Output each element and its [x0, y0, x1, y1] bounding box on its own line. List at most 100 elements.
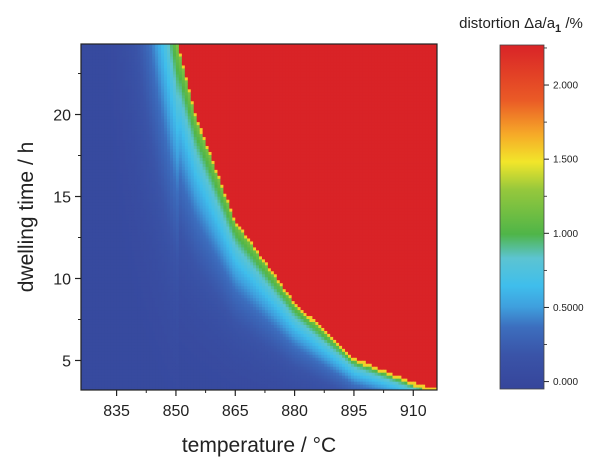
heatmap-cell — [152, 157, 156, 161]
heatmap-cell — [178, 297, 183, 302]
heatmap-cell — [122, 85, 127, 90]
heatmap-cell — [149, 52, 153, 57]
heatmap-cell — [128, 243, 133, 248]
heatmap-cell — [86, 234, 91, 239]
heatmap-cell — [83, 303, 88, 308]
heatmap-cell — [167, 246, 171, 251]
heatmap-cell — [107, 148, 112, 152]
heatmap-cell — [143, 378, 147, 382]
heatmap-cell — [83, 94, 88, 99]
heatmap-cell — [86, 61, 91, 66]
heatmap-cell — [95, 234, 100, 239]
heatmap-cell — [131, 342, 135, 346]
heatmap-cell — [104, 61, 109, 66]
heatmap-cell — [101, 130, 106, 135]
heatmap-cell — [134, 303, 138, 308]
heatmap-cell — [167, 181, 171, 185]
heatmap-cell — [143, 67, 147, 72]
heatmap-cell — [119, 306, 124, 311]
heatmap-cell — [92, 252, 97, 257]
heatmap-cell — [116, 276, 121, 281]
heatmap-cell — [131, 300, 135, 305]
heatmap-cell — [128, 55, 133, 60]
heatmap-cell — [140, 115, 144, 120]
heatmap-cell — [155, 79, 159, 84]
heatmap-cell — [175, 106, 180, 111]
heatmap-cell — [81, 384, 85, 388]
heatmap-cell — [178, 357, 183, 361]
heatmap-cell — [137, 44, 141, 48]
heatmap-cell — [104, 148, 109, 152]
heatmap-cell — [172, 303, 177, 308]
heatmap-cell — [122, 378, 127, 382]
heatmap-cell — [175, 252, 180, 257]
heatmap-cell — [86, 187, 91, 191]
heatmap-cell — [146, 115, 150, 120]
heatmap-cell — [131, 181, 135, 185]
heatmap-cell — [152, 163, 156, 167]
heatmap-cell — [143, 351, 147, 355]
heatmap-cell — [107, 321, 112, 325]
heatmap-cell — [137, 133, 141, 138]
heatmap-cell — [122, 231, 127, 236]
heatmap-cell — [149, 312, 153, 317]
heatmap-cell — [131, 243, 135, 248]
heatmap-cell — [152, 360, 156, 364]
heatmap-cell — [113, 163, 118, 167]
heatmap-cell — [104, 339, 109, 343]
heatmap-cell — [143, 381, 147, 385]
heatmap-cell — [98, 366, 103, 370]
heatmap-cell — [104, 252, 109, 257]
heatmap-cell — [83, 222, 88, 227]
heatmap-cell — [119, 267, 124, 272]
heatmap-cell — [170, 225, 174, 230]
heatmap-cell — [119, 154, 124, 158]
heatmap-cell — [128, 88, 133, 93]
heatmap-cell — [92, 354, 97, 358]
heatmap-cell — [164, 306, 168, 311]
heatmap-cell — [113, 291, 118, 296]
heatmap-cell — [172, 231, 177, 236]
heatmap-cell — [122, 252, 127, 257]
heatmap-cell — [172, 127, 177, 132]
heatmap-cell — [125, 76, 130, 81]
heatmap-cell — [119, 160, 124, 164]
heatmap-cell — [161, 44, 165, 48]
heatmap-cell — [110, 190, 115, 194]
heatmap-cell — [95, 91, 100, 96]
heatmap-cell — [155, 267, 159, 272]
heatmap-cell — [155, 333, 159, 337]
heatmap-cell — [83, 124, 88, 129]
heatmap-cell — [149, 378, 153, 382]
heatmap-cell — [134, 106, 138, 111]
heatmap-cell — [167, 291, 171, 296]
heatmap-cell — [146, 133, 150, 138]
heatmap-cell — [125, 339, 130, 343]
heatmap-cell — [101, 196, 106, 200]
heatmap-cell — [167, 136, 171, 141]
heatmap-cell — [86, 157, 91, 161]
heatmap-cell — [83, 315, 88, 320]
heatmap-cell — [83, 375, 88, 379]
heatmap-cell — [98, 249, 103, 254]
heatmap-cell — [137, 79, 141, 84]
heatmap-cell — [125, 360, 130, 364]
heatmap-cell — [128, 288, 133, 293]
heatmap-cell — [95, 46, 100, 51]
heatmap-cell — [104, 214, 109, 218]
heatmap-cell — [149, 330, 153, 334]
heatmap-cell — [128, 52, 133, 57]
heatmap-cell — [161, 294, 165, 299]
heatmap-cell — [140, 142, 144, 147]
heatmap-cell — [83, 82, 88, 87]
heatmap-cell — [172, 46, 177, 51]
heatmap-cell — [86, 193, 91, 197]
heatmap-cell — [152, 273, 156, 278]
heatmap-cell — [143, 282, 147, 287]
heatmap-cell — [158, 217, 162, 221]
heatmap-cell — [161, 336, 165, 340]
heatmap-cell — [125, 79, 130, 84]
heatmap-cell — [164, 190, 168, 194]
heatmap-cell — [110, 211, 115, 215]
heatmap-cell — [146, 166, 150, 170]
